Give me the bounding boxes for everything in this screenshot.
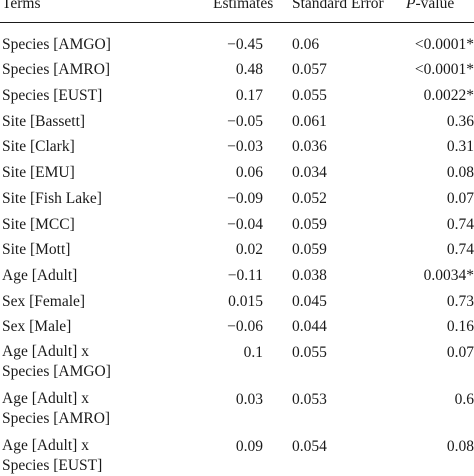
table-row: Sex [Female] 0.015 0.045 0.73	[0, 290, 474, 315]
se-cell: 0.044	[292, 318, 327, 335]
term-cell: Site [Fish Lake]	[2, 190, 102, 207]
table-row: Site [MCC] −0.04 0.059 0.74	[0, 213, 474, 238]
table-row: Sex [Male] −0.06 0.044 0.16	[0, 315, 474, 340]
p-value-cell: 0.31	[446, 138, 474, 155]
table-row: Site [Fish Lake] −0.09 0.052 0.07	[0, 187, 474, 212]
p-value-cell: 0.74	[446, 216, 474, 233]
term-cell: Age [Adult] x Species [AMGO]	[2, 342, 111, 382]
p-value-cell: <0.0001*	[414, 36, 474, 53]
table-row: Age [Adult] −0.11 0.038 0.0034*	[0, 264, 474, 289]
estimate-cell: −0.03	[227, 138, 263, 155]
estimate-cell: −0.09	[227, 190, 263, 207]
estimate-cell: 0.03	[235, 391, 263, 408]
estimate-cell: 0.1	[243, 344, 263, 361]
term-cell: Site [Bassett]	[2, 113, 86, 130]
table-row: Site [Clark] −0.03 0.036 0.31	[0, 135, 474, 160]
se-cell: 0.038	[292, 267, 327, 284]
header-p-suffix: -value	[415, 0, 455, 12]
term-line-1: Age [Adult] x	[2, 390, 89, 407]
term-cell: Sex [Male]	[2, 318, 72, 335]
table-header: Terms Estimates Standard Error P-value	[0, 0, 474, 23]
estimate-cell: −0.45	[227, 36, 263, 53]
term-cell: Age [Adult] x Species [AMRO]	[2, 389, 110, 429]
p-value-cell: 0.16	[446, 318, 474, 335]
se-cell: 0.057	[292, 61, 327, 78]
header-p-italic: P	[406, 0, 416, 12]
table-row: Species [AMGO] −0.45 0.06 <0.0001*	[0, 33, 474, 58]
term-cell: Species [AMGO]	[2, 36, 111, 53]
p-value-cell: 0.07	[446, 344, 474, 361]
table-row: Age [Adult] x Species [AMGO] 0.1 0.055 0.…	[0, 340, 474, 386]
term-cell: Age [Adult] x Species [EUST]	[2, 436, 102, 476]
table-row: Site [Mott] 0.02 0.059 0.74	[0, 238, 474, 263]
p-value-cell: <0.0001*	[414, 61, 474, 78]
se-cell: 0.045	[292, 293, 327, 310]
p-value-cell: 0.6	[454, 391, 474, 408]
term-line-2: Species [AMRO]	[2, 410, 111, 427]
term-cell: Site [Mott]	[2, 241, 71, 258]
table-row: Site [Bassett] −0.05 0.061 0.36	[0, 110, 474, 135]
estimate-cell: 0.48	[235, 61, 263, 78]
estimate-cell: 0.06	[235, 164, 263, 181]
p-value-cell: 0.36	[446, 113, 474, 130]
se-cell: 0.061	[292, 113, 327, 130]
se-cell: 0.059	[292, 216, 327, 233]
se-cell: 0.054	[292, 438, 327, 455]
term-line-1: Age [Adult] x	[2, 343, 89, 360]
se-cell: 0.052	[292, 190, 327, 207]
p-value-cell: 0.07	[446, 190, 474, 207]
p-value-cell: 0.0022*	[423, 87, 474, 104]
se-cell: 0.059	[292, 241, 327, 258]
term-cell: Site [MCC]	[2, 216, 75, 233]
estimate-cell: 0.09	[235, 438, 263, 455]
se-cell: 0.034	[292, 164, 327, 181]
table-row: Age [Adult] x Species [AMRO] 0.03 0.053 0…	[0, 387, 474, 433]
term-cell: Site [Clark]	[2, 138, 75, 155]
estimate-cell: −0.11	[227, 267, 263, 284]
term-cell: Age [Adult]	[2, 267, 78, 284]
p-value-cell: 0.08	[446, 438, 474, 455]
term-line-2: Species [EUST]	[2, 457, 103, 474]
header-standard-error: Standard Error	[292, 0, 384, 12]
term-line-1: Age [Adult] x	[2, 437, 89, 454]
term-cell: Site [EMU]	[2, 164, 75, 181]
table-row: Age [Adult] x Species [EUST] 0.09 0.054 0…	[0, 434, 474, 476]
p-value-cell: 0.73	[446, 293, 474, 310]
se-cell: 0.055	[292, 344, 327, 361]
header-terms: Terms	[2, 0, 41, 12]
estimate-cell: −0.05	[227, 113, 263, 130]
estimate-cell: 0.17	[235, 87, 263, 104]
table-row: Species [EUST] 0.17 0.055 0.0022*	[0, 84, 474, 109]
p-value-cell: 0.0034*	[423, 267, 474, 284]
table-row: Site [EMU] 0.06 0.034 0.08	[0, 161, 474, 186]
term-cell: Species [AMRO]	[2, 61, 111, 78]
se-cell: 0.06	[292, 36, 320, 53]
table-row: Species [AMRO] 0.48 0.057 <0.0001*	[0, 58, 474, 83]
estimate-cell: −0.04	[227, 216, 263, 233]
p-value-cell: 0.74	[446, 241, 474, 258]
se-cell: 0.053	[292, 391, 327, 408]
se-cell: 0.055	[292, 87, 327, 104]
se-cell: 0.036	[292, 138, 327, 155]
estimate-cell: 0.02	[235, 241, 263, 258]
term-cell: Sex [Female]	[2, 293, 86, 310]
estimate-cell: −0.06	[227, 318, 263, 335]
term-line-2: Species [AMGO]	[2, 363, 111, 380]
header-estimates: Estimates	[213, 0, 274, 12]
header-p-value: P-value	[406, 0, 454, 13]
estimate-cell: 0.015	[228, 293, 263, 310]
p-value-cell: 0.08	[446, 164, 474, 181]
term-cell: Species [EUST]	[2, 87, 103, 104]
